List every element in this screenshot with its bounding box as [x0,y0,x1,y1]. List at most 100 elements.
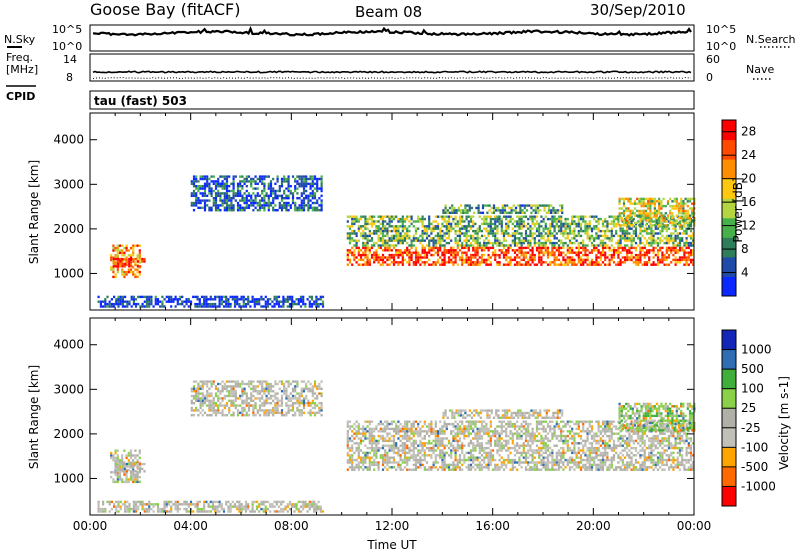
velocity-echo-cell [132,478,135,481]
power-echo-cell [406,246,409,250]
velocity-echo-cell [134,475,137,479]
velocity-echo-cell [557,458,561,462]
power-echo-cell [397,217,400,221]
velocity-echo-cell [436,461,440,464]
velocity-echo-cell [399,463,402,467]
power-echo-cell [311,175,314,178]
power-echo-cell [524,253,528,257]
power-echo-cell [491,244,495,247]
power-echo-cell [428,263,431,266]
power-echo-cell [436,222,440,226]
power-echo-cell [401,215,404,218]
power-echo-cell [472,246,475,250]
velocity-echo-cell [599,466,602,469]
velocity-echo-cell [571,456,574,459]
velocity-echo-cell [535,463,539,467]
power-echo-cell [516,220,519,223]
power-echo-cell [359,215,363,218]
power-echo-cell [134,273,137,276]
power-echo-cell [412,261,415,264]
velocity-echo-cell [430,466,433,469]
power-echo-cell [516,222,519,226]
velocity-echo-cell [483,458,486,462]
power-echo-cell [676,222,679,226]
velocity-echo-cell [555,458,558,462]
velocity-echo-cell [472,461,475,464]
power-echo-cell [542,244,545,247]
power-echo-cell [258,201,262,205]
power-echo-cell [562,234,565,238]
power-echo-cell [538,229,541,233]
power-echo-cell [615,222,618,226]
power-echo-cell [275,295,278,299]
velocity-echo-cell [223,382,226,386]
power-echo-cell [448,206,452,210]
velocity-echo-cell [236,382,240,386]
power-echo-cell [667,253,671,257]
power-echo-cell [121,265,124,268]
velocity-echo-cell [397,463,400,467]
power-echo-cell [132,244,135,247]
velocity-echo-cell [285,380,288,383]
power-echo-cell [377,237,380,240]
power-echo-cell [309,177,312,181]
velocity-echo-cell [500,463,503,467]
power-echo-cell [425,244,429,247]
power-echo-cell [207,298,210,301]
power-echo-cell [430,229,433,233]
power-echo-cell [289,206,292,209]
velocity-echo-cell [571,458,574,462]
velocity-echo-cell [136,462,139,466]
power-echo-cell [208,177,211,181]
power-echo-cell [397,256,400,259]
power-echo-cell [152,305,155,308]
power-echo-cell [529,225,532,228]
velocity-echo-cell [463,461,466,464]
power-echo-cell [546,217,550,221]
velocity-echo-cell [245,399,248,402]
velocity-echo-cell [138,480,141,484]
power-echo-cell [618,197,621,201]
power-echo-cell [573,261,576,264]
power-echo-cell [156,300,160,303]
power-echo-cell [494,239,497,242]
velocity-echo-cell [203,382,207,386]
velocity-echo-cell [443,463,446,467]
velocity-echo-cell [478,461,481,464]
velocity-echo-cell [136,461,139,464]
velocity-echo-cell [300,387,303,390]
velocity-echo-cell [230,394,233,398]
power-echo-cell [309,187,312,190]
power-echo-cell [691,214,694,217]
power-echo-cell [547,209,551,212]
velocity-echo-cell [498,454,501,457]
velocity-echo-cell [272,385,275,388]
velocity-echo-cell [419,458,422,462]
power-echo-cell [401,217,404,221]
power-echo-cell [203,300,206,303]
velocity-echo-cell [294,397,297,400]
power-echo-cell [443,251,446,254]
velocity-echo-cell [377,463,380,467]
power-echo-cell [533,217,536,221]
velocity-echo-cell [586,454,589,457]
power-echo-cell [685,256,688,259]
power-echo-cell [313,192,317,195]
power-echo-cell [148,305,151,308]
power-echo-cell [669,197,672,201]
power-echo-cell [388,217,391,221]
power-echo-cell [123,273,126,276]
power-echo-cell [119,265,122,268]
velocity-echo-cell [210,404,213,407]
power-echo-cell [538,225,541,228]
power-echo-cell [557,253,561,257]
power-echo-cell [521,204,524,207]
power-echo-cell [476,232,479,235]
velocity-echo-cell [285,394,288,398]
velocity-echo-cell [225,385,229,388]
power-echo-cell [553,261,556,264]
power-echo-cell [379,256,382,259]
velocity-echo-cell [134,461,137,464]
power-echo-cell [666,216,670,220]
power-echo-cell [187,298,190,301]
